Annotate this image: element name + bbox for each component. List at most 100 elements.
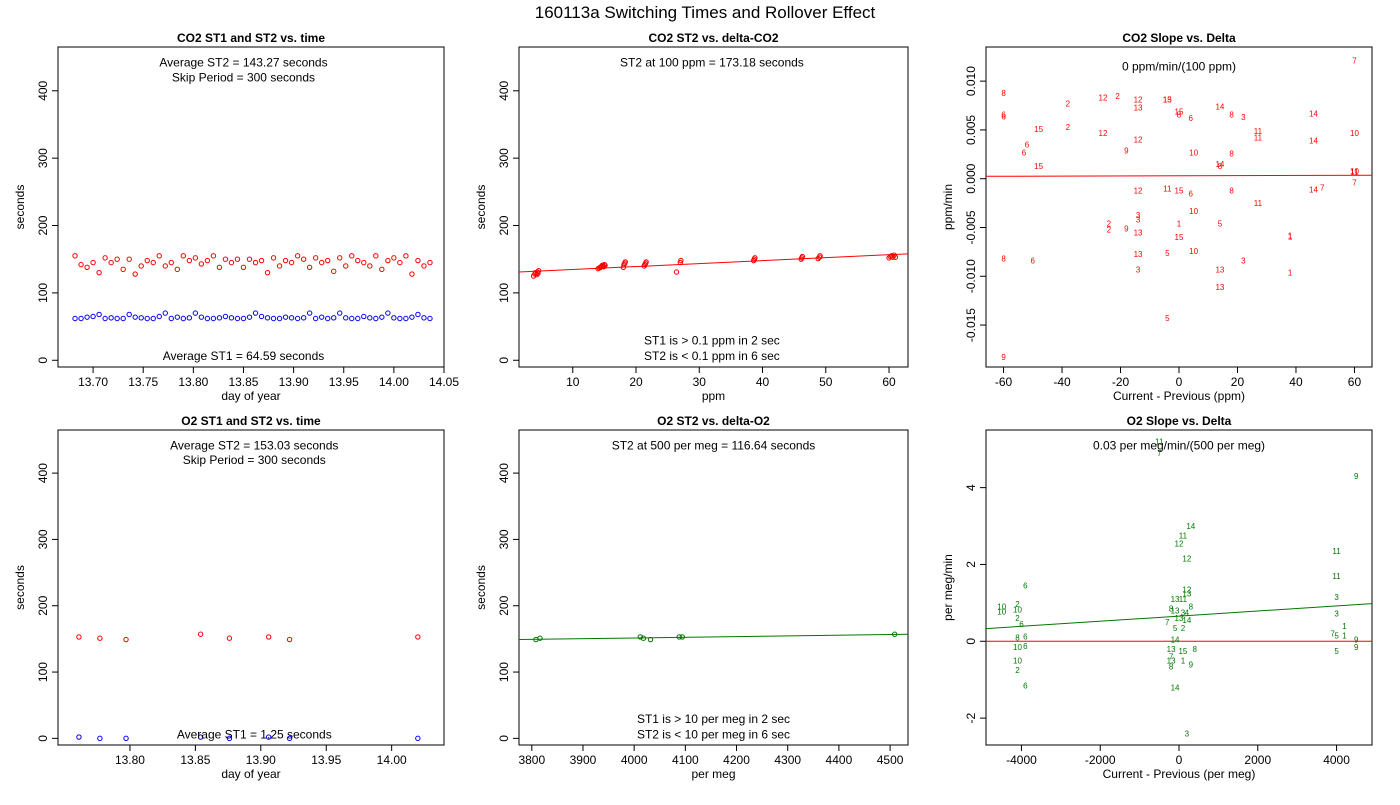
y-tick-label: 100 <box>36 662 50 682</box>
x-tick-label: 10 <box>566 375 580 389</box>
point-label: 14 <box>1309 109 1318 118</box>
data-point <box>673 269 680 275</box>
fit-line <box>986 603 1372 630</box>
data-point <box>799 253 806 260</box>
point-label: 13 <box>1175 614 1184 623</box>
data-point <box>337 255 343 261</box>
data-point <box>246 314 253 320</box>
chart-co2-st-time: CO2 ST1 and ST2 vs. time 13.70 13.75 13.80 1… <box>13 31 459 403</box>
x-tick-label: 20 <box>629 375 643 389</box>
data-point <box>391 255 397 261</box>
chart-co2-st2-delta: CO2 ST2 vs. delta-CO2 10 20 30 40 50 60 0 100 200… <box>474 31 909 403</box>
point-label: 15 <box>1034 125 1043 134</box>
plot-area <box>519 252 908 279</box>
data-point <box>78 261 84 268</box>
x-tick-label: 4000 <box>1323 753 1350 767</box>
point-label: 11 <box>1163 184 1172 193</box>
data-point <box>144 257 150 264</box>
data-point <box>286 735 293 742</box>
chart-title: O2 ST1 and ST2 vs. time <box>181 414 321 428</box>
point-label: 8 <box>1229 149 1234 158</box>
point-label: 1 <box>1181 656 1186 665</box>
point-label: 4 <box>1185 608 1190 617</box>
x-tick-label: 4500 <box>877 753 904 767</box>
point-label: 15 <box>1175 233 1184 242</box>
point-label: 14 <box>1171 683 1180 692</box>
annotation: 0.03 per meg/min/(500 per meg) <box>1093 438 1265 452</box>
data-point <box>643 259 649 265</box>
point-label: 9 <box>1354 635 1359 644</box>
y-tick-label: 400 <box>36 463 50 483</box>
data-point <box>84 264 90 270</box>
data-point <box>180 315 187 322</box>
data-point <box>397 259 403 266</box>
data-point <box>343 263 349 269</box>
y-tick-label: 300 <box>497 529 511 549</box>
data-point <box>385 310 391 316</box>
data-point <box>373 253 379 259</box>
data-point <box>156 253 162 259</box>
data-point <box>385 257 391 264</box>
point-label: 13 <box>1171 607 1180 616</box>
data-point <box>174 314 181 320</box>
point-label: 3 <box>1185 729 1190 738</box>
data-point <box>252 259 259 266</box>
point-label: 12 <box>1182 555 1191 564</box>
data-point <box>97 735 103 742</box>
data-point <box>361 313 367 320</box>
data-point <box>300 315 307 321</box>
data-point <box>192 310 199 316</box>
series-green <box>533 631 898 643</box>
data-point <box>162 310 168 316</box>
data-point <box>156 313 162 320</box>
x-tick-label: 30 <box>693 375 707 389</box>
point-label: 1 <box>1177 220 1182 229</box>
data-point <box>234 315 241 322</box>
data-point <box>379 266 385 273</box>
data-point <box>174 266 181 273</box>
point-label: 2 <box>1015 614 1020 623</box>
data-point <box>415 311 421 318</box>
plot-area <box>72 253 433 322</box>
data-point <box>246 256 253 262</box>
y-tick-label: 4 <box>964 484 978 491</box>
chart-title: CO2 Slope vs. Delta <box>1122 31 1236 45</box>
plot-frame <box>518 429 909 746</box>
point-label: 8 <box>1001 255 1006 264</box>
point-label: 9 <box>1124 146 1129 155</box>
point-label: 13 <box>1167 656 1176 665</box>
y-axis-label: seconds <box>13 565 27 610</box>
x-tick-label: 40 <box>1289 375 1303 389</box>
point-label: 6 <box>1025 141 1030 150</box>
fit-line <box>519 253 908 273</box>
point-label: 3 <box>1136 265 1141 274</box>
data-point <box>197 734 204 740</box>
data-point <box>228 315 235 321</box>
y-tick-label: 400 <box>497 463 511 483</box>
point-label: 13 <box>1134 228 1143 237</box>
annotation: ST1 is > 0.1 ppm in 2 sec <box>644 334 780 348</box>
data-point <box>379 314 385 320</box>
point-label: 3 <box>1136 211 1141 220</box>
y-tick-label: 200 <box>36 595 50 615</box>
data-point <box>415 634 421 640</box>
point-label: 8 <box>1001 89 1006 98</box>
x-tick-label: 60 <box>1348 375 1362 389</box>
x-axis-label: Current - Previous (ppm) <box>1113 389 1245 403</box>
x-tick-label: -2000 <box>1085 753 1116 767</box>
point-label: 7 <box>1320 183 1325 192</box>
point-label: 1 <box>1288 232 1293 241</box>
y-axis-label: seconds <box>474 565 488 610</box>
data-point <box>265 634 272 640</box>
point-label: 15 <box>1178 647 1187 656</box>
data-point <box>138 315 144 321</box>
series-blue <box>72 310 433 322</box>
data-point <box>270 255 277 261</box>
y-tick-label: 200 <box>497 595 511 615</box>
chart-title: CO2 ST2 vs. delta-CO2 <box>648 31 778 45</box>
x-tick-label: 50 <box>819 375 833 389</box>
